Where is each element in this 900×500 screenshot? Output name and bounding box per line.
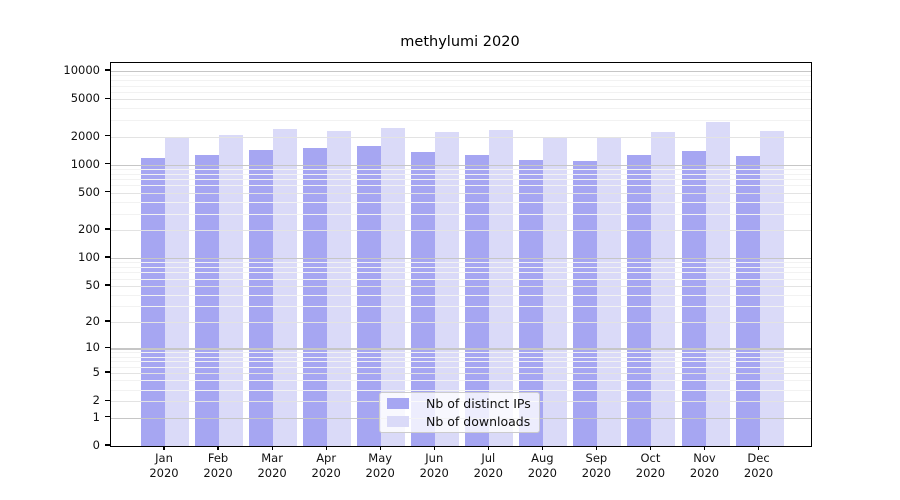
y-tick-mark (105, 256, 110, 258)
y-tick-mark (105, 69, 110, 71)
gridline-mid (111, 99, 811, 101)
legend-row-distinct-ips: Nb of distinct IPs (387, 396, 539, 411)
x-tick-label: Oct 2020 (635, 451, 666, 480)
gridline-major (111, 70, 811, 73)
x-tick-label: Sep 2020 (581, 451, 612, 480)
bar-downloads-oct (651, 132, 676, 446)
legend-swatch-downloads (387, 416, 409, 427)
bar-distinct-ips-jan (141, 157, 165, 446)
bar-downloads-dec (759, 131, 784, 446)
y-tick-label: 20 (85, 314, 100, 329)
y-tick-mark (105, 163, 110, 165)
x-tick-mark (271, 446, 273, 450)
y-tick-label: 10000 (63, 62, 100, 77)
x-tick-mark (595, 446, 597, 450)
gridline-minor (111, 85, 811, 87)
y-tick-mark (105, 191, 110, 193)
bar-downloads-jan (165, 137, 189, 446)
x-tick-label: Mar 2020 (257, 451, 287, 480)
bar-distinct-ips-oct (627, 155, 652, 446)
x-tick-mark (379, 446, 381, 450)
y-tick-label: 200 (78, 222, 100, 237)
gridline-minor (111, 108, 811, 110)
x-tick-mark (433, 446, 435, 450)
bar-downloads-sep (597, 136, 622, 446)
bar-distinct-ips-feb (195, 155, 220, 446)
x-tick-label: Jun 2020 (419, 451, 449, 480)
bar-distinct-ips-sep (573, 160, 598, 446)
y-tick-label: 1000 (70, 156, 100, 171)
y-tick-label: 2000 (70, 128, 100, 143)
x-tick-label: Feb 2020 (203, 451, 233, 480)
y-tick-label: 1 (92, 409, 100, 424)
y-tick-label: 10 (85, 340, 100, 355)
chart-title: methylumi 2020 (400, 34, 520, 50)
legend: Nb of distinct IPs Nb of downloads (379, 392, 540, 433)
bar-downloads-nov (705, 122, 730, 446)
y-tick-mark (105, 346, 110, 348)
legend-swatch-distinct-ips (387, 398, 409, 409)
y-tick-label: 2 (92, 393, 100, 408)
x-tick-mark (757, 446, 760, 450)
x-tick-mark (325, 446, 327, 450)
bar-downloads-mar (273, 129, 298, 446)
y-tick-mark (105, 444, 110, 446)
bar-distinct-ips-dec (735, 156, 760, 446)
x-tick-label: Jan 2020 (149, 451, 179, 480)
bar-downloads-feb (219, 135, 244, 446)
x-tick-label: Dec 2020 (743, 451, 774, 480)
bar-downloads-aug (543, 137, 568, 446)
y-tick-label: 50 (85, 277, 100, 292)
y-tick-label: 500 (78, 184, 100, 199)
x-tick-mark (703, 446, 706, 450)
y-tick-label: 5000 (70, 91, 100, 106)
legend-label-distinct-ips: Nb of distinct IPs (426, 396, 531, 411)
y-tick-mark (105, 97, 110, 99)
x-tick-label: Apr 2020 (311, 451, 341, 480)
y-tick-mark (105, 228, 110, 230)
bar-distinct-ips-may (357, 146, 382, 446)
x-tick-mark (649, 446, 652, 450)
y-tick-mark (105, 320, 110, 322)
gridline-minor (111, 80, 811, 82)
gridline-minor (111, 91, 811, 93)
y-tick-mark (105, 399, 110, 401)
y-tick-mark (105, 134, 110, 137)
gridline-minor (111, 75, 811, 77)
x-tick-mark (217, 446, 219, 450)
x-tick-mark (541, 446, 543, 450)
x-tick-label: Aug 2020 (527, 451, 557, 480)
bar-downloads-apr (327, 130, 352, 446)
x-tick-mark (163, 446, 165, 450)
gridline-minor (111, 120, 811, 121)
x-tick-label: May 2020 (365, 451, 395, 480)
bar-distinct-ips-mar (249, 150, 274, 446)
plot-area (110, 62, 812, 447)
y-tick-mark (105, 371, 110, 373)
x-tick-mark (487, 446, 489, 450)
bar-distinct-ips-nov (681, 151, 706, 446)
legend-row-downloads: Nb of downloads (387, 414, 539, 429)
bar-distinct-ips-apr (303, 147, 328, 446)
y-tick-label: 100 (78, 250, 100, 265)
y-tick-label: 0 (92, 438, 100, 452)
y-tick-mark (105, 284, 110, 286)
y-tick-mark (105, 416, 110, 418)
legend-label-downloads: Nb of downloads (426, 414, 531, 429)
x-tick-label: Nov 2020 (689, 451, 720, 480)
y-tick-label: 5 (92, 365, 100, 380)
x-tick-label: Jul 2020 (473, 451, 503, 480)
